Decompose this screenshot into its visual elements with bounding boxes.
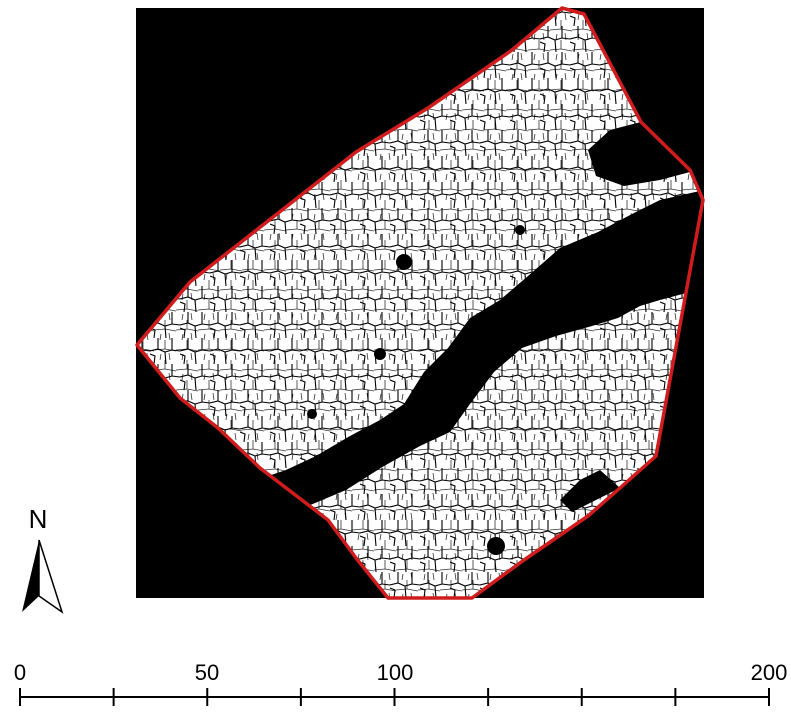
dark-gap-lower bbox=[560, 470, 620, 512]
scale-bar: 0 50 100 200 bbox=[14, 660, 787, 706]
scale-label-100: 100 bbox=[377, 660, 414, 685]
north-arrow: N bbox=[22, 504, 64, 614]
north-arrow-icon bbox=[22, 539, 64, 614]
north-label: N bbox=[29, 504, 48, 534]
scale-label-50: 50 bbox=[195, 660, 219, 685]
scale-label-0: 0 bbox=[14, 660, 26, 685]
study-area-boundary bbox=[135, 6, 705, 600]
scale-ticks bbox=[19, 688, 770, 706]
dark-gap-upper-right bbox=[588, 122, 690, 186]
scale-label-200: 200 bbox=[751, 660, 788, 685]
dark-channel bbox=[262, 190, 703, 506]
